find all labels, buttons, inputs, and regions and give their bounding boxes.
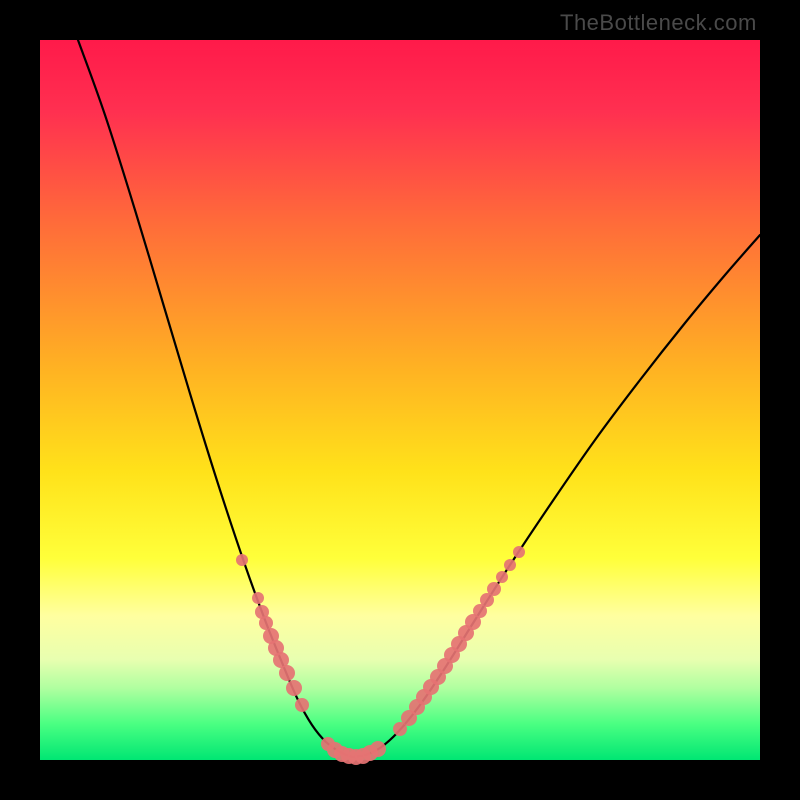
marker-point: [504, 559, 516, 571]
marker-point: [370, 741, 386, 757]
marker-point: [279, 665, 295, 681]
marker-point: [286, 680, 302, 696]
marker-point: [259, 616, 273, 630]
watermark-text: TheBottleneck.com: [560, 10, 757, 36]
marker-point: [295, 698, 309, 712]
marker-point: [496, 571, 508, 583]
curve-left: [78, 40, 352, 757]
chart-container: TheBottleneck.com: [0, 0, 800, 800]
marker-point: [236, 554, 248, 566]
marker-group: [236, 546, 525, 765]
marker-point: [252, 592, 264, 604]
marker-point: [513, 546, 525, 558]
chart-svg: [0, 0, 800, 800]
curve-right: [352, 235, 760, 757]
marker-point: [487, 582, 501, 596]
